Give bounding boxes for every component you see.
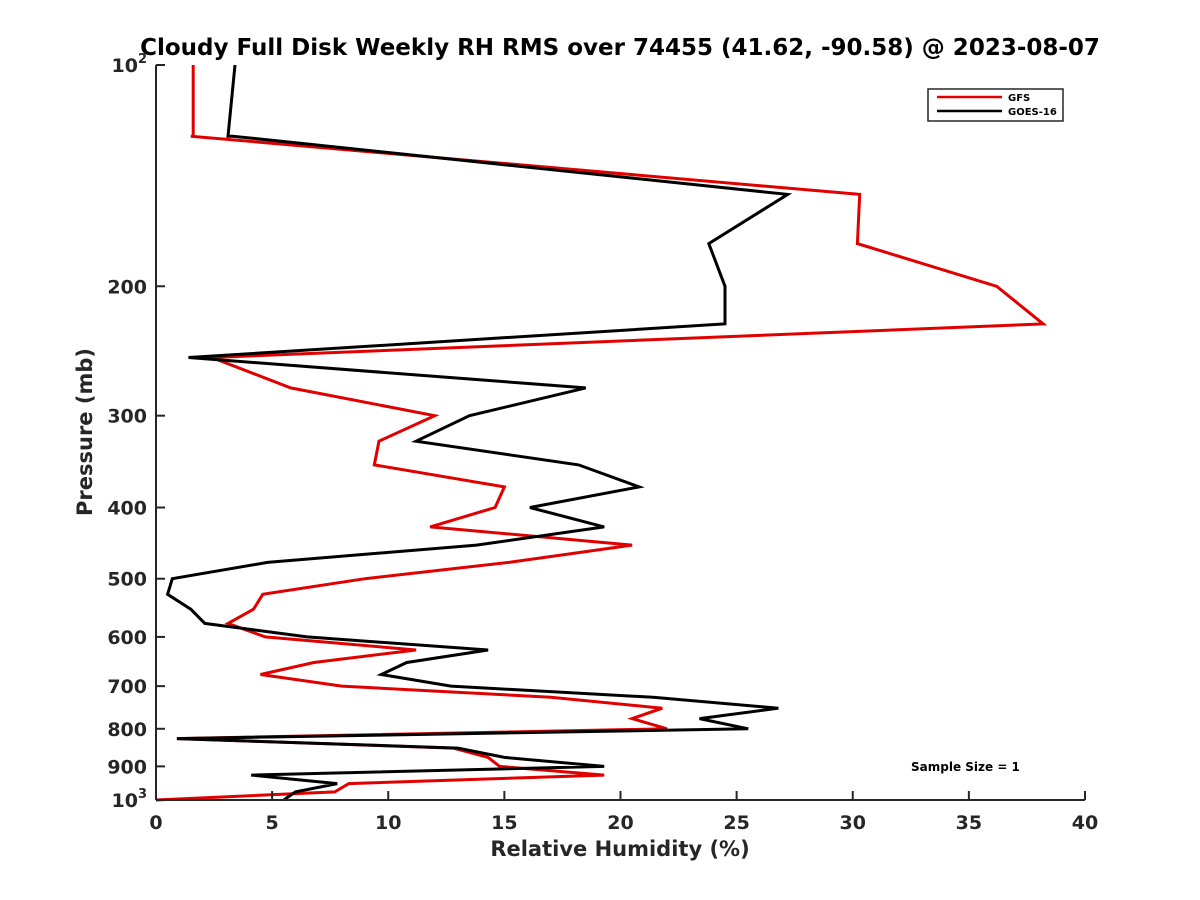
legend: GFS GOES-16: [927, 88, 1064, 122]
series-layer: [155, 64, 1048, 802]
x-tick-label: 20: [607, 812, 633, 834]
y-ticks: 102 200 300 400 500 600 700 800 900 103: [107, 52, 165, 812]
sample-size-note: Sample Size = 1: [911, 760, 1020, 774]
x-tick-label: 15: [491, 812, 517, 834]
legend-label-gfs: GFS: [1008, 93, 1030, 104]
y-tick-label: 600: [107, 627, 147, 649]
legend-box: [927, 88, 1064, 122]
y-axis-label: Pressure (mb): [73, 348, 97, 516]
y-tick-label: 300: [107, 406, 147, 428]
y-tick-label: 400: [107, 498, 147, 520]
legend-label-goes16: GOES-16: [1008, 107, 1057, 118]
x-tick-label: 35: [956, 812, 982, 834]
x-tick-label: 25: [723, 812, 749, 834]
x-tick-label: 40: [1072, 812, 1098, 834]
chart-title: Cloudy Full Disk Weekly RH RMS over 7445…: [140, 35, 1100, 61]
x-axis-label: Relative Humidity (%): [490, 837, 749, 861]
y-tick-label: 800: [107, 719, 147, 741]
plot-area: 0 5 10 15 20 25 30 35 40 102 200 300 400 500 600 700 80…: [107, 52, 1098, 834]
y-tick-label: 500: [107, 569, 147, 591]
y-tick-label: 103: [112, 787, 148, 812]
x-tick-label: 30: [840, 812, 866, 834]
x-tick-label: 5: [266, 812, 279, 834]
y-tick-label: 200: [107, 276, 147, 298]
series-line-goes16: [165, 64, 793, 802]
x-ticks: 0 5 10 15 20 25 30 35 40: [149, 791, 1098, 834]
x-tick-label: 10: [375, 812, 401, 834]
y-tick-label: 900: [107, 756, 147, 778]
x-tick-label: 0: [149, 812, 162, 834]
y-tick-label: 102: [112, 52, 148, 77]
y-tick-label: 700: [107, 676, 147, 698]
